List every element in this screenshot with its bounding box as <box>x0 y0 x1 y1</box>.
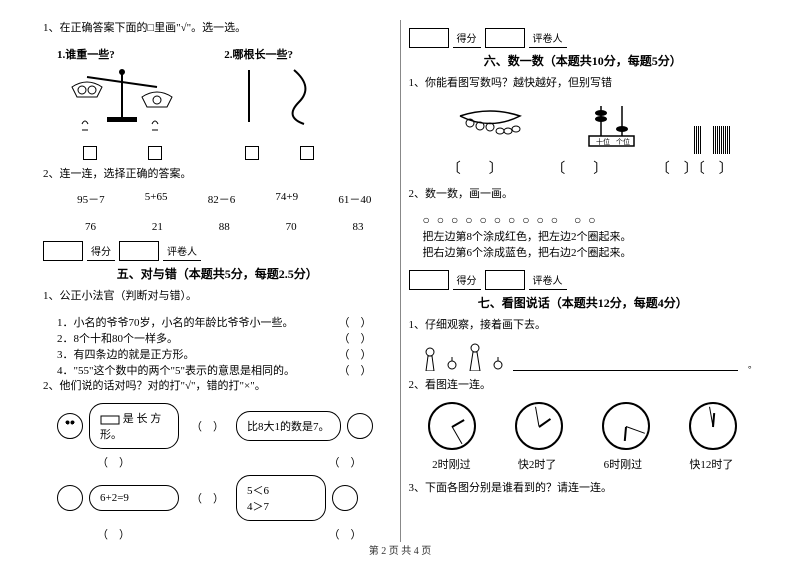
checkbox[interactable] <box>300 146 314 160</box>
face-icon <box>332 485 358 511</box>
q7-3: 3、下面各图分别是谁看到的？请连一连。 <box>409 480 758 498</box>
beads-icon <box>450 101 530 154</box>
speech-bubble: 6+2=9 <box>89 485 179 511</box>
svg-text:十位: 十位 <box>596 137 610 146</box>
abacus-icon: 十位个位 <box>584 101 639 154</box>
clocks-row <box>409 402 758 450</box>
q2-intro: 2、连一连，选择正确的答案。 <box>43 166 392 184</box>
tally-icon <box>694 126 730 154</box>
q6-2-line1: 把左边第8个涂成红色，把左边2个圈起来。 <box>409 228 758 244</box>
clock-icon <box>689 402 737 450</box>
score-box: 得分 评卷人 <box>409 28 758 48</box>
face-icon <box>57 485 83 511</box>
speech-bubble: 比8大1的数是7。 <box>236 411 341 441</box>
balance-scale-icon <box>57 62 187 137</box>
answer-brackets: 〔 〕〔 〕〔 〕〔 〕 <box>409 158 758 178</box>
clock-icon <box>602 402 650 450</box>
score-box: 得分 评卷人 <box>409 270 758 290</box>
left-column: 1、在正确答案下面的□里画"√"。选一选。 1.谁重一些? 2.哪根长一些? 2… <box>35 20 401 542</box>
speech-bubble: 是 长 方形。 <box>89 403 179 449</box>
q7-1: 1、仔细观察，接着画下去。 <box>409 317 758 335</box>
right-column: 得分 评卷人 六、数一数（本题共10分，每题5分） 1、你能看图写数吗？越快越好… <box>401 20 766 542</box>
svg-text:个位: 个位 <box>616 137 630 146</box>
page-footer: 第 2 页 共 4 页 <box>0 542 800 557</box>
clock-icon <box>428 402 476 450</box>
clock-labels: 2时刚过快2时了6时刚过快12时了 <box>409 456 758 472</box>
q1-intro: 1、在正确答案下面的□里画"√"。选一选。 <box>43 20 392 38</box>
face-icon <box>57 413 83 439</box>
circles-row: ○ ○ ○ ○ ○ ○ ○ ○ ○ ○ ○ ○ <box>409 211 758 228</box>
pattern-row: 。 <box>409 343 758 371</box>
results-row: 7621887083 <box>43 221 392 233</box>
clock-icon <box>515 402 563 450</box>
judge-item: 3．有四条边的就是正方形。（ ） <box>57 346 392 362</box>
face-icon <box>347 413 373 439</box>
judge-item: 1．小名的爷爷70岁，小名的年龄比爷爷小一些。（ ） <box>57 314 392 330</box>
q7-2: 2、看图连一连。 <box>409 377 758 395</box>
q6-2: 2、数一数，画一画。 <box>409 186 758 204</box>
q6-1: 1、你能看图写数吗？越快越好，但别写错 <box>409 75 758 93</box>
section-5-title: 五、对与错（本题共5分，每题2.5分） <box>43 265 392 282</box>
speech-bubble: 5＜64＞7 <box>236 475 326 521</box>
checkbox[interactable] <box>83 146 97 160</box>
lines-icon <box>224 62 334 137</box>
judge-intro: 1、公正小法官（判断对与错）。 <box>43 288 392 306</box>
checkbox[interactable] <box>148 146 162 160</box>
section-6-title: 六、数一数（本题共10分，每题5分） <box>409 52 758 69</box>
dialog-intro: 2、他们说的话对吗？对的打"√"，错的打"×"。 <box>43 378 392 396</box>
judge-item: 4．"55"这个数中的两个"5"表示的意思是相同的。（ ） <box>57 362 392 378</box>
judge-item: 2．8个十和80个一样多。（ ） <box>57 330 392 346</box>
q1-sub2: 2.哪根长一些? <box>224 46 391 62</box>
q6-2-line2: 把右边第6个涂成蓝色，把右边2个圈起来。 <box>409 244 758 260</box>
checkbox[interactable] <box>245 146 259 160</box>
score-box: 得分 评卷人 <box>43 241 392 261</box>
q1-sub1: 1.谁重一些? <box>57 46 224 62</box>
section-7-title: 七、看图说话（本题共12分，每题4分） <box>409 294 758 311</box>
expressions-row: 95－75+6582－674+961－40 <box>43 191 392 207</box>
